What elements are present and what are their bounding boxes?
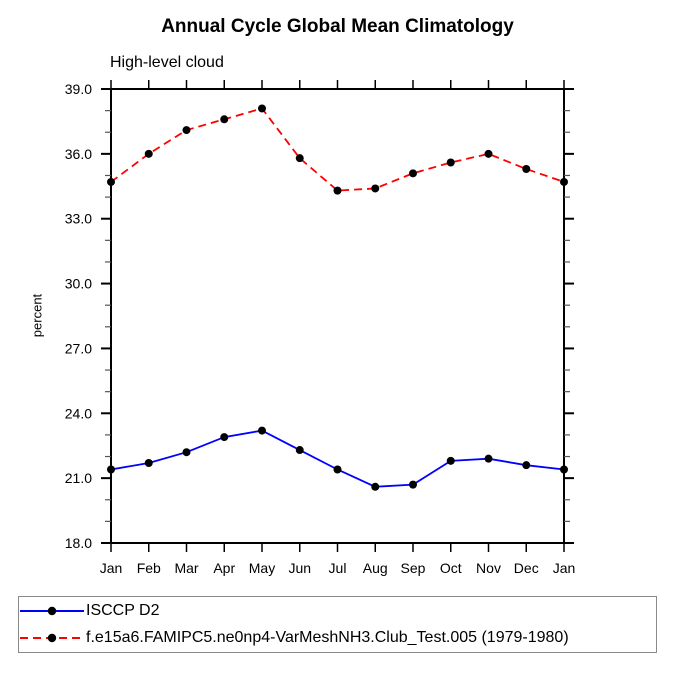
data-point-marker <box>258 104 266 113</box>
chart-title: Annual Cycle Global Mean Climatology <box>161 16 514 37</box>
data-point-marker <box>371 482 380 491</box>
data-point-marker <box>295 154 304 163</box>
legend-line-sample-solid <box>20 606 84 616</box>
data-point-marker <box>258 426 266 435</box>
x-tick-label: May <box>249 560 275 576</box>
data-point-marker <box>220 433 229 442</box>
data-point-marker <box>333 465 342 474</box>
y-tick-label: 30.0 <box>65 276 92 292</box>
legend-sample-marker-icon <box>47 606 57 616</box>
y-tick-label: 18.0 <box>65 535 92 551</box>
data-point-marker <box>522 164 531 173</box>
y-tick-label: 36.0 <box>65 146 92 162</box>
y-tick-label: 39.0 <box>65 81 92 97</box>
x-tick-label: Aug <box>363 560 388 576</box>
legend-item-isccp: ISCCP D2 <box>19 598 656 625</box>
y-tick-label: 24.0 <box>65 405 92 421</box>
legend-item-model: f.e15a6.FAMIPC5.ne0np4-VarMeshNH3.Club_T… <box>19 625 656 652</box>
chart-subtitle: High-level cloud <box>110 54 224 71</box>
x-tick-label: Sep <box>401 560 426 576</box>
data-point-marker <box>522 461 531 470</box>
data-point-marker <box>484 454 493 463</box>
data-point-marker <box>371 184 380 193</box>
data-point-marker <box>446 456 455 465</box>
data-point-marker <box>409 169 417 178</box>
data-point-marker <box>182 126 191 135</box>
data-point-marker <box>144 459 153 468</box>
data-point-marker <box>446 158 455 167</box>
data-point-marker <box>295 446 304 455</box>
x-tick-label: Jan <box>553 560 576 576</box>
legend-label: ISCCP D2 <box>86 602 160 619</box>
data-point-marker <box>484 149 493 158</box>
x-tick-label: Mar <box>174 560 198 576</box>
legend-label: f.e15a6.FAMIPC5.ne0np4-VarMeshNH3.Club_T… <box>86 629 569 646</box>
legend-box: ISCCP D2 f.e15a6.FAMIPC5.ne0np4-VarMeshN… <box>18 596 657 653</box>
x-tick-label: Apr <box>213 560 235 576</box>
legend-sample-marker-icon <box>47 633 57 643</box>
x-tick-label: Jul <box>329 560 347 576</box>
x-tick-label: Jun <box>288 560 311 576</box>
x-tick-label: Jan <box>100 560 123 576</box>
data-point-marker <box>144 149 153 158</box>
data-point-marker <box>333 186 342 195</box>
legend-line-sample-dashed <box>20 633 84 643</box>
data-point-marker <box>560 177 568 186</box>
x-tick-label: Dec <box>514 560 539 576</box>
x-tick-label: Nov <box>476 560 501 576</box>
data-point-marker <box>560 465 568 474</box>
series-line-1 <box>110 107 565 192</box>
data-point-marker <box>107 465 115 474</box>
x-tick-label: Feb <box>137 560 161 576</box>
series-line-0 <box>110 429 565 488</box>
y-tick-label: 21.0 <box>65 470 92 486</box>
y-tick-label: 33.0 <box>65 211 92 227</box>
x-tick-label: Oct <box>440 560 462 576</box>
y-tick-label: 27.0 <box>65 340 92 356</box>
data-point-marker <box>409 480 417 489</box>
data-point-marker <box>107 177 115 186</box>
data-point-marker <box>220 115 229 124</box>
data-point-marker <box>182 448 191 457</box>
